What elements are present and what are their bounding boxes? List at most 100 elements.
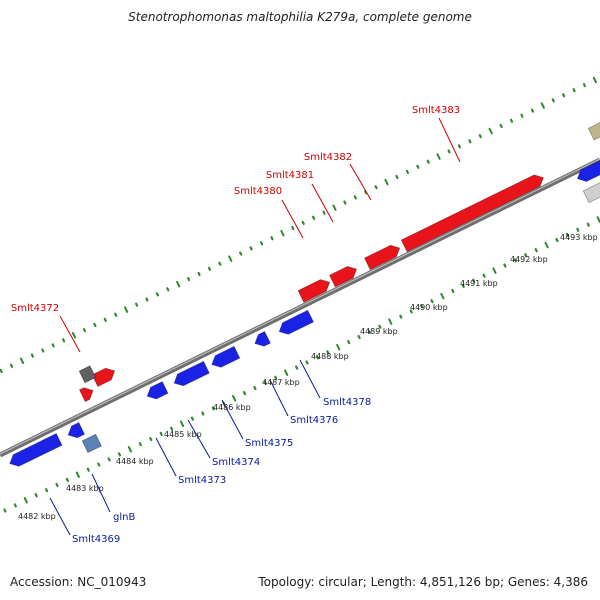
- gene-label[interactable]: Smlt4378: [323, 397, 371, 408]
- inner-tick-mark: [284, 369, 289, 376]
- outer-tick-mark: [332, 204, 337, 211]
- accession-text: Accession: NC_010943: [10, 575, 147, 589]
- inner-tick-mark: [388, 318, 393, 325]
- gene-label[interactable]: Smlt4369: [72, 534, 120, 545]
- kbp-tick-label: 4486 kbp: [213, 403, 251, 412]
- outer-tick-mark: [93, 322, 97, 328]
- inner-tick-mark: [75, 471, 80, 478]
- inner-tick-mark: [242, 391, 247, 396]
- inner-tick-mark: [472, 278, 476, 283]
- outer-tick-mark: [41, 348, 45, 353]
- gene-arrow[interactable]: [146, 381, 169, 400]
- inner-tick-mark: [97, 462, 101, 467]
- outer-tick-mark: [197, 271, 201, 276]
- gene-arrow[interactable]: [254, 330, 271, 347]
- inner-tick-mark: [305, 360, 309, 365]
- inner-tick-mark: [232, 395, 237, 402]
- inner-tick-mark: [430, 299, 434, 304]
- inner-tick-mark: [576, 227, 580, 232]
- kbp-tick-label: 4484 kbp: [116, 457, 154, 466]
- inner-tick-mark: [3, 508, 7, 513]
- outer-tick-mark: [218, 261, 222, 266]
- gene-label-leader-line: [269, 379, 289, 417]
- inner-tick-mark: [170, 426, 174, 431]
- gene-arrow[interactable]: [582, 169, 600, 204]
- gene-arrow[interactable]: [78, 387, 94, 403]
- outer-tick-mark: [343, 200, 347, 205]
- outer-tick-mark: [207, 266, 211, 271]
- inner-tick-mark: [440, 292, 445, 300]
- outer-tick-mark: [530, 108, 535, 113]
- outer-tick-mark: [10, 363, 14, 368]
- gene-label[interactable]: Smlt4376: [290, 415, 338, 426]
- gene-label-leader-line: [59, 315, 81, 353]
- outer-tick-mark: [364, 190, 368, 195]
- inner-tick-mark: [482, 273, 486, 278]
- genome-backbone: [0, 157, 600, 458]
- kbp-tick-label: 4488 kbp: [311, 352, 349, 361]
- gene-label-leader-line: [349, 163, 372, 201]
- gene-arrow[interactable]: [9, 432, 63, 467]
- gene-label[interactable]: Smlt4383: [412, 105, 460, 116]
- gene-label[interactable]: Smlt4382: [304, 152, 352, 163]
- outer-tick-mark: [187, 277, 191, 282]
- inner-tick-mark: [399, 314, 403, 319]
- gene-arrow[interactable]: [81, 433, 102, 454]
- outer-tick-mark: [82, 328, 87, 333]
- outer-tick-mark: [353, 195, 357, 200]
- kbp-tick-label: 4493 kbp: [560, 233, 598, 242]
- outer-tick-mark: [426, 159, 430, 164]
- gene-label[interactable]: Smlt4373: [178, 475, 226, 486]
- gene-arrow[interactable]: [587, 116, 600, 141]
- gene-label[interactable]: Smlt4374: [212, 457, 260, 468]
- gene-arrow[interactable]: [91, 367, 116, 388]
- outer-tick-mark: [51, 343, 55, 348]
- inner-tick-mark: [336, 343, 341, 351]
- outer-tick-mark: [561, 93, 566, 98]
- gene-arrow[interactable]: [278, 309, 315, 335]
- inner-tick-mark: [409, 309, 413, 314]
- outer-tick-mark: [499, 123, 503, 129]
- outer-tick-ring: [0, 76, 597, 373]
- outer-tick-mark: [395, 174, 399, 180]
- inner-tick-mark: [420, 304, 424, 309]
- gene-arrow[interactable]: [400, 174, 544, 253]
- inner-tick-mark: [44, 488, 49, 493]
- outer-tick-mark: [30, 353, 35, 358]
- inner-tick-mark: [513, 258, 517, 263]
- inner-tick-mark: [149, 437, 153, 442]
- gene-label[interactable]: glnB: [113, 512, 135, 523]
- inner-tick-mark: [367, 329, 372, 334]
- inner-tick-mark: [190, 416, 194, 421]
- outer-tick-mark: [540, 102, 545, 109]
- gene-arrow[interactable]: [297, 279, 331, 303]
- gene-arrow[interactable]: [78, 365, 97, 384]
- inner-tick-mark: [378, 324, 382, 329]
- gene-arrow[interactable]: [67, 421, 86, 439]
- gene-arrow[interactable]: [328, 265, 358, 288]
- outer-tick-mark: [114, 312, 118, 317]
- inner-tick-mark: [274, 375, 278, 380]
- gene-label-leader-line: [299, 359, 321, 399]
- gene-arrow[interactable]: [211, 345, 241, 368]
- outer-tick-mark: [228, 255, 233, 262]
- gene-label[interactable]: Smlt4380: [234, 186, 282, 197]
- inner-tick-mark: [23, 497, 28, 504]
- outer-tick-mark: [135, 302, 139, 307]
- map-title: Stenotrophomonas maltophilia K279a, comp…: [128, 10, 472, 24]
- inner-tick-mark: [565, 232, 570, 237]
- inner-tick-mark: [86, 467, 90, 472]
- gene-label[interactable]: Smlt4372: [11, 303, 59, 314]
- inner-tick-mark: [503, 263, 507, 268]
- gene-label[interactable]: Smlt4381: [266, 170, 314, 181]
- gene-label-leader-line: [438, 117, 461, 163]
- gene-arrow[interactable]: [363, 244, 401, 271]
- inner-tick-mark: [179, 420, 185, 427]
- outer-tick-mark: [572, 88, 576, 93]
- outer-tick-mark: [436, 153, 441, 160]
- gene-label[interactable]: Smlt4375: [245, 438, 293, 449]
- gene-arrow[interactable]: [576, 151, 600, 182]
- gene-track: [9, 116, 600, 467]
- gene-arrow[interactable]: [173, 360, 210, 387]
